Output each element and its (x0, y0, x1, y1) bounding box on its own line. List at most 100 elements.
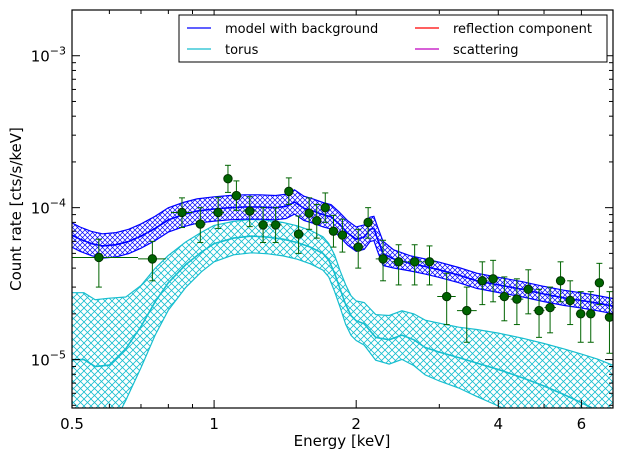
data-marker (462, 305, 472, 316)
data-points (72, 164, 613, 354)
data-marker (258, 220, 268, 230)
x-tick-label: 2 (351, 415, 361, 433)
y-tick-label: 10−3 (31, 45, 66, 66)
data-marker (293, 229, 304, 239)
data-marker (586, 309, 596, 319)
data-marker (312, 216, 322, 226)
data-point (510, 278, 524, 326)
data-marker (424, 257, 435, 267)
data-marker (337, 230, 348, 240)
data-point (586, 291, 596, 343)
x-tick-label: 1 (209, 415, 219, 433)
data-point (242, 196, 257, 228)
data-marker (353, 242, 363, 252)
data-marker (304, 208, 314, 218)
plot-frame (71, 9, 614, 409)
plot-area (72, 164, 613, 408)
data-point (138, 240, 166, 282)
data-point (555, 261, 566, 303)
data-point (407, 244, 423, 286)
y-tick-label: 10−4 (31, 197, 66, 218)
data-marker (213, 207, 223, 218)
data-marker (576, 309, 586, 319)
data-point (328, 214, 339, 248)
data-point (594, 262, 605, 306)
data-marker (488, 274, 498, 284)
data-point (320, 192, 330, 223)
reflection-component-legend-label: reflection component (453, 22, 592, 37)
torus-band-lower (121, 252, 505, 408)
data-point (498, 276, 511, 322)
x-tick-label: 0.5 (60, 415, 84, 433)
data-marker (555, 276, 566, 286)
data-point (231, 180, 242, 211)
data-marker (441, 291, 452, 302)
model-with-background-band-fill (72, 189, 613, 314)
data-marker (284, 186, 294, 197)
data-point (353, 228, 364, 269)
legend-entries: model with background reflection componen… (187, 22, 592, 58)
data-point (476, 261, 488, 306)
x-axis-label: Energy [keV] (294, 432, 391, 450)
data-marker (499, 291, 510, 302)
data-marker (328, 226, 339, 236)
data-marker (594, 278, 605, 288)
data-point (72, 238, 139, 288)
data-point (223, 164, 233, 193)
legend-box (178, 14, 608, 63)
y-axis-label: Count rate [cts/s/keV] (7, 127, 25, 291)
data-marker (94, 252, 104, 263)
data-marker (565, 295, 575, 306)
data-point (312, 203, 322, 239)
legend: model with background reflection componen… (178, 14, 608, 63)
y-tick-label: 10−5 (31, 349, 66, 370)
data-marker (604, 312, 613, 322)
data-point (258, 207, 268, 243)
data-marker (223, 174, 233, 184)
data-marker (477, 276, 487, 286)
data-point (523, 269, 534, 315)
data-marker (147, 254, 158, 264)
data-point (194, 207, 206, 243)
data-marker (177, 207, 187, 218)
data-point (533, 288, 545, 338)
data-point (293, 215, 304, 254)
data-point (575, 291, 586, 343)
data-point (565, 280, 576, 326)
data-marker (545, 302, 555, 313)
data-marker (363, 217, 373, 228)
torus-legend-label: torus (225, 43, 259, 58)
data-marker (270, 220, 281, 230)
data-marker (195, 219, 206, 229)
data-marker (523, 284, 533, 295)
data-point (604, 291, 613, 354)
data-point (304, 197, 314, 230)
data-point (337, 218, 348, 253)
data-marker (409, 257, 420, 267)
torus-line (72, 235, 594, 408)
model-with-background-legend-label: model with background (225, 22, 378, 37)
data-marker (231, 190, 242, 201)
data-point (391, 244, 406, 286)
data-point (375, 239, 391, 282)
data-point (437, 272, 456, 326)
data-point (544, 286, 556, 334)
data-point (487, 259, 499, 303)
model-with-background-band-upper (72, 189, 613, 300)
data-point (363, 207, 373, 239)
axis-ticks (71, 10, 614, 408)
data-marker (320, 202, 330, 213)
data-marker (378, 254, 388, 264)
data-point (422, 245, 437, 286)
scattering-legend-label: scattering (453, 43, 519, 58)
data-marker (534, 305, 544, 316)
torus-band-upper (72, 218, 613, 366)
data-point (456, 286, 477, 343)
data-point (212, 196, 225, 229)
data-marker (512, 294, 522, 304)
tick-labels: 0.5 1 2 4 6 10−5 10−4 10−3 (31, 45, 586, 433)
x-tick-label: 6 (577, 415, 587, 433)
data-point (269, 207, 282, 243)
data-point (170, 197, 193, 229)
